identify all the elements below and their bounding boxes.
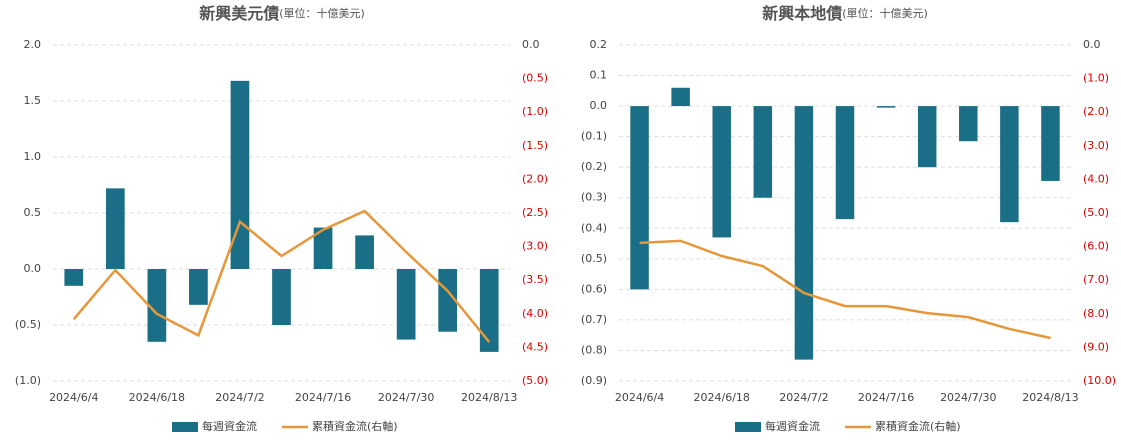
y2-tick-label: (7.0): [1083, 273, 1109, 286]
y2-tick-label: (5.0): [1083, 206, 1109, 219]
x-tick-label: 2024/6/4: [49, 391, 98, 404]
line: [639, 239, 1051, 340]
bar: [1000, 106, 1019, 223]
bar: [835, 106, 855, 220]
bar: [794, 106, 814, 360]
line: [72, 209, 491, 343]
bar: [272, 269, 291, 325]
y-tick-label: (0.3): [581, 191, 607, 204]
y-tick-label: 0.2: [590, 38, 608, 51]
legend-label: 累積資金流(右軸): [312, 419, 398, 433]
x-tick-label: 2024/6/18: [129, 391, 185, 404]
y2-tick-label: (4.0): [522, 307, 548, 320]
chart-title: 新興本地債(單位：十億美元): [762, 4, 928, 23]
y-tick-label: 0.0: [24, 262, 42, 275]
bar: [753, 106, 773, 198]
x-tick-label: 2024/6/4: [615, 391, 664, 404]
title-text: 新興本地債: [762, 4, 842, 23]
bar: [959, 106, 978, 142]
y2-tick-label: (1.0): [1083, 72, 1109, 85]
y2-tick-label: (3.0): [522, 240, 548, 253]
bar: [230, 80, 250, 269]
bar: [1041, 106, 1060, 181]
y-tick-label: (0.7): [581, 313, 607, 326]
bar: [438, 269, 458, 332]
y2-tick-label: (2.0): [522, 172, 548, 185]
legend-label: 每週資金流: [202, 419, 257, 433]
x-tick-label: 2024/7/16: [858, 391, 914, 404]
bar: [671, 87, 690, 107]
y2-tick-label: (2.5): [522, 206, 548, 219]
y2-tick-label: 0.0: [1083, 38, 1101, 51]
legend-swatch: [172, 422, 198, 432]
bar: [479, 269, 499, 352]
bar: [64, 269, 84, 286]
bar: [105, 188, 125, 269]
y2-tick-label: (4.5): [522, 340, 548, 353]
y-tick-label: (0.9): [581, 374, 607, 387]
x-tick-label: 2024/8/13: [461, 391, 517, 404]
bar: [189, 269, 208, 305]
chart-title: 新興美元債(單位：十億美元): [199, 4, 365, 23]
bar: [396, 269, 416, 340]
y-tick-label: (0.5): [15, 318, 41, 331]
y-tick-label: 0.5: [24, 206, 42, 219]
bar: [712, 106, 731, 238]
y-tick-label: 1.0: [24, 150, 42, 163]
y2-tick-label: (8.0): [1083, 307, 1109, 320]
x-tick-label: 2024/7/30: [378, 391, 434, 404]
y2-tick-label: (10.0): [1083, 374, 1116, 387]
y-tick-label: (0.1): [581, 130, 607, 143]
y-tick-label: (0.4): [581, 221, 607, 234]
x-tick-label: 2024/7/2: [779, 391, 828, 404]
y2-tick-label: (4.0): [1083, 172, 1109, 185]
y-tick-label: 0.1: [590, 69, 608, 82]
bar: [313, 227, 333, 269]
y-tick-label: (1.0): [15, 374, 41, 387]
y2-tick-label: (2.0): [1083, 105, 1109, 118]
legend-label: 每週資金流: [765, 419, 820, 433]
bar: [876, 106, 896, 108]
y-tick-label: (0.6): [581, 282, 607, 295]
x-tick-label: 2024/6/18: [694, 391, 750, 404]
bar: [917, 106, 937, 168]
subtitle: (單位：十億美元): [842, 6, 928, 20]
x-tick-label: 2024/8/13: [1022, 391, 1078, 404]
bar: [147, 269, 167, 342]
x-tick-label: 2024/7/16: [295, 391, 351, 404]
legend-label: 累積資金流(右軸): [875, 419, 961, 433]
title-text: 新興美元債: [199, 4, 279, 23]
x-tick-label: 2024/7/30: [940, 391, 996, 404]
y-tick-label: (0.5): [581, 252, 607, 265]
y2-tick-label: (0.5): [522, 72, 548, 85]
y2-tick-label: (3.5): [522, 273, 548, 286]
y2-tick-label: (3.0): [1083, 139, 1109, 152]
chart: 新興美元債(單位：十億美元) 2.0 1.5 1.0 0.5 0.0 (0.5) (1.0) 0…: [15, 4, 548, 434]
chart: 新興本地債(單位：十億美元) 0.2 0.1 0.0 (0.1) (0.2) (0.3) (0…: [581, 4, 1116, 434]
bar: [355, 235, 374, 269]
y-tick-label: (0.2): [581, 160, 607, 173]
y-tick-label: 2.0: [24, 38, 42, 51]
subtitle: (單位：十億美元): [279, 6, 365, 20]
x-tick-label: 2024/7/2: [215, 391, 264, 404]
y2-tick-label: 0.0: [522, 38, 540, 51]
legend-swatch: [735, 422, 761, 432]
y2-tick-label: (1.0): [522, 105, 548, 118]
bar: [630, 106, 649, 290]
y-tick-label: 0.0: [590, 99, 608, 112]
y2-tick-label: (5.0): [522, 374, 548, 387]
y2-tick-label: (9.0): [1083, 340, 1109, 353]
y-tick-label: (0.8): [581, 343, 607, 356]
y-tick-label: 1.5: [24, 94, 42, 107]
y2-tick-label: (1.5): [522, 139, 548, 152]
y2-tick-label: (6.0): [1083, 240, 1109, 253]
